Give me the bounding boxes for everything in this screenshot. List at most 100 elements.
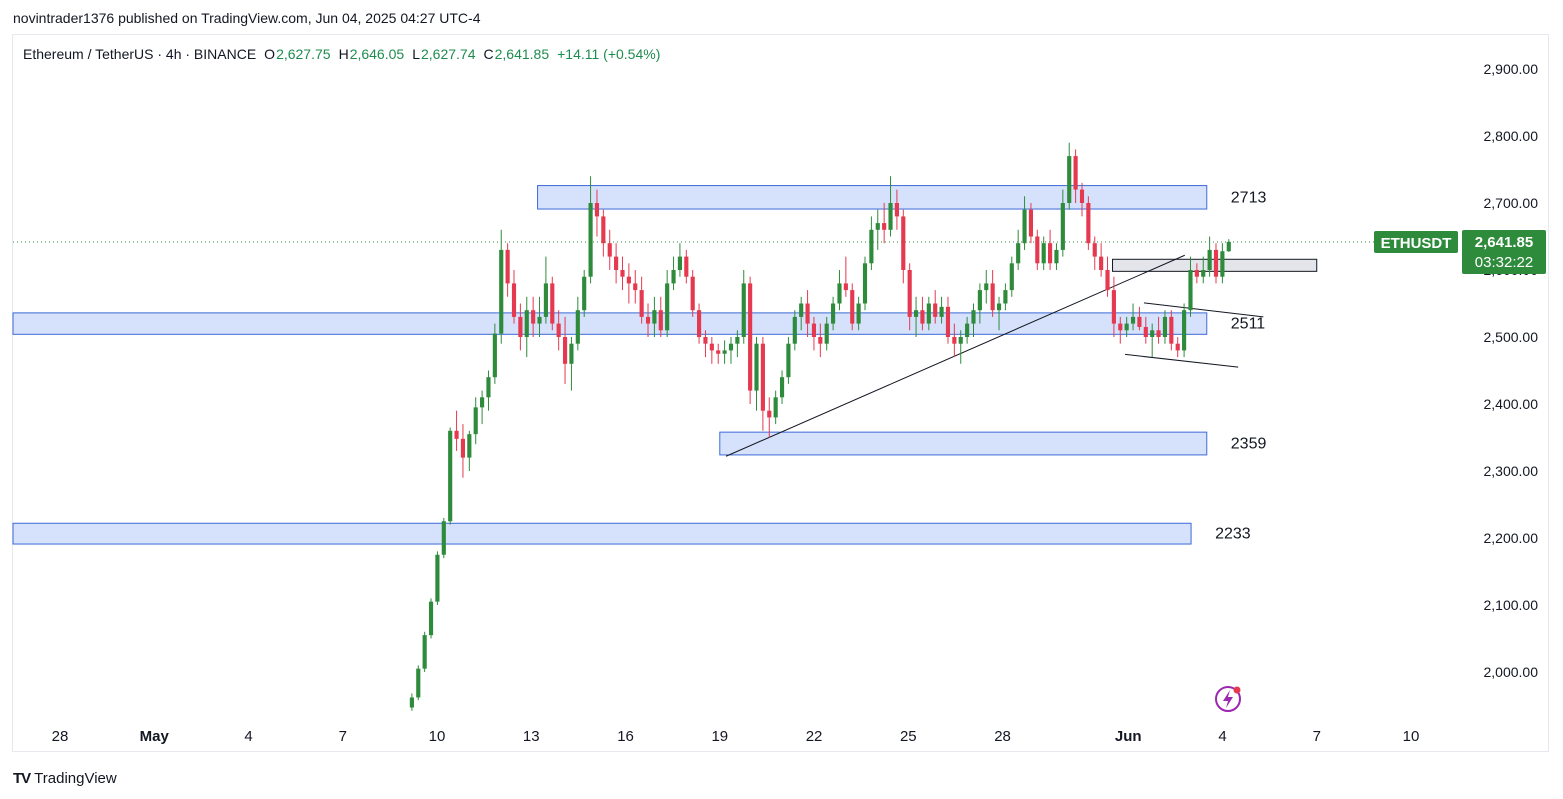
candle[interactable] (1194, 263, 1199, 284)
candle[interactable] (1092, 236, 1097, 271)
candle[interactable] (690, 270, 695, 317)
candle[interactable] (1143, 316, 1148, 344)
candle[interactable] (1220, 243, 1225, 284)
candle[interactable] (639, 276, 644, 324)
candle[interactable] (601, 209, 606, 257)
candle[interactable] (480, 390, 485, 425)
candle[interactable] (875, 209, 880, 250)
candle[interactable] (799, 296, 804, 331)
candle[interactable] (779, 370, 785, 405)
candle[interactable] (626, 263, 631, 304)
candle[interactable] (582, 270, 587, 317)
candle[interactable] (658, 296, 663, 337)
candle[interactable] (531, 296, 536, 337)
candle[interactable] (990, 270, 995, 317)
candle[interactable] (958, 330, 963, 364)
candle[interactable] (984, 270, 989, 304)
candle[interactable] (971, 303, 976, 338)
candle[interactable] (460, 424, 466, 478)
candle[interactable] (1009, 256, 1014, 297)
candle[interactable] (1048, 229, 1053, 270)
candle[interactable] (735, 330, 740, 358)
candle[interactable] (633, 270, 638, 304)
candle[interactable] (1054, 243, 1059, 270)
candle[interactable] (818, 323, 823, 358)
candle[interactable] (837, 270, 842, 311)
candle[interactable] (741, 270, 746, 344)
candle[interactable] (843, 256, 848, 297)
candle[interactable] (652, 296, 657, 337)
trendline[interactable] (1125, 353, 1239, 368)
candle[interactable] (620, 256, 625, 291)
candle[interactable] (1213, 243, 1219, 284)
candle[interactable] (1226, 239, 1231, 252)
symbol-name[interactable]: Ethereum / TetherUS · 4h · BINANCE (23, 46, 256, 62)
candle[interactable] (786, 337, 791, 384)
candle[interactable] (696, 303, 702, 344)
candle[interactable] (473, 397, 478, 445)
candle[interactable] (1207, 236, 1212, 277)
candle[interactable] (1169, 310, 1174, 351)
candle[interactable] (767, 397, 772, 438)
support-resistance-zone[interactable] (12, 522, 1192, 545)
candle[interactable] (537, 296, 542, 337)
candle[interactable] (575, 296, 580, 351)
candle[interactable] (569, 337, 574, 391)
candle[interactable] (709, 337, 714, 364)
candle[interactable] (1105, 256, 1110, 297)
candle[interactable] (811, 316, 817, 351)
candle[interactable] (562, 316, 568, 384)
candle[interactable] (594, 189, 600, 237)
candle[interactable] (748, 276, 753, 404)
candle[interactable] (754, 337, 759, 411)
candle[interactable] (831, 296, 836, 331)
price-tag[interactable] (1462, 229, 1546, 274)
support-resistance-zone[interactable] (719, 431, 1208, 456)
candle[interactable] (1067, 142, 1072, 210)
candle[interactable] (441, 517, 446, 559)
candle[interactable] (1079, 182, 1085, 217)
candle[interactable] (1201, 256, 1206, 284)
candle[interactable] (1111, 276, 1116, 337)
candle[interactable] (550, 276, 555, 331)
trendline[interactable] (1143, 302, 1264, 318)
candle[interactable] (1182, 303, 1187, 358)
candle[interactable] (965, 316, 970, 344)
candle[interactable] (1022, 196, 1027, 250)
candle[interactable] (945, 296, 951, 344)
candle[interactable] (543, 256, 548, 324)
candle[interactable] (556, 310, 561, 351)
candle[interactable] (428, 598, 434, 639)
candle[interactable] (492, 323, 497, 384)
footer[interactable]: TV TradingView (13, 768, 117, 788)
candle[interactable] (645, 303, 651, 338)
candle[interactable] (1073, 149, 1078, 203)
candle[interactable] (518, 303, 523, 351)
candle[interactable] (677, 243, 683, 277)
candle[interactable] (1086, 196, 1091, 250)
candle[interactable] (760, 337, 765, 431)
candle[interactable] (805, 290, 810, 337)
candle[interactable] (1150, 323, 1155, 358)
candle[interactable] (901, 209, 906, 284)
candle[interactable] (773, 390, 778, 425)
price-chart[interactable]: 2713 2511 2359 2233 2,000.00 2,100.00 2,200.0… (0, 0, 1563, 760)
candle[interactable] (499, 229, 504, 344)
candle[interactable] (454, 410, 459, 451)
support-resistance-zone[interactable] (12, 312, 1208, 335)
candle[interactable] (894, 189, 899, 230)
candle[interactable] (1124, 316, 1129, 337)
candle[interactable] (1175, 337, 1180, 358)
candle[interactable] (1041, 236, 1046, 271)
candle[interactable] (1060, 189, 1065, 257)
candle[interactable] (1016, 229, 1021, 270)
candle[interactable] (792, 310, 797, 351)
candle[interactable] (671, 256, 676, 291)
candle[interactable] (920, 296, 925, 331)
candle[interactable] (1099, 243, 1104, 277)
candle[interactable] (1118, 316, 1123, 344)
candle[interactable] (882, 203, 887, 244)
candle[interactable] (907, 263, 912, 331)
candle[interactable] (722, 340, 727, 364)
candle[interactable] (939, 296, 944, 324)
